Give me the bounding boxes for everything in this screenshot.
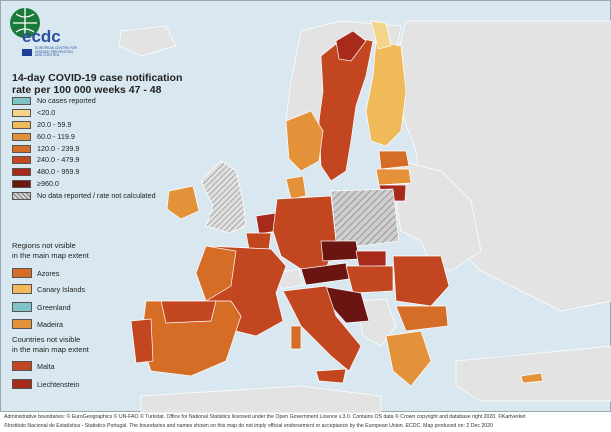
region-finland	[365, 40, 407, 147]
inset-swatch	[12, 268, 32, 278]
inset-swatch	[12, 379, 32, 389]
region-belgium	[245, 232, 272, 250]
land-iceland	[118, 25, 177, 57]
region-spain-north	[160, 300, 217, 324]
countries-heading: Countries not visible in the main map ext…	[12, 335, 89, 354]
region-latvia	[375, 168, 412, 186]
legend-swatch	[12, 120, 31, 129]
region-hungary	[345, 265, 394, 294]
inset-swatch	[12, 284, 32, 294]
ecdc-globe-icon	[10, 8, 40, 38]
legend-swatch-hatched	[12, 192, 31, 201]
inset-swatch	[12, 302, 32, 312]
region-estonia	[378, 150, 410, 170]
map-frame	[0, 0, 611, 413]
inset-swatch	[12, 361, 32, 371]
region-sicily	[315, 368, 347, 384]
region-bulgaria	[395, 305, 449, 332]
attribution-footer: Administrative boundaries: © EuroGeograp…	[4, 414, 526, 429]
ecdc-logo: ecdc EUROPEAN CENTRE FOR DISEASE PREVENTI…	[8, 6, 78, 58]
region-italy	[282, 285, 362, 372]
legend-swatch	[12, 132, 31, 141]
region-slovakia	[355, 250, 387, 268]
regions-heading: Regions not visible in the main map exten…	[12, 241, 89, 260]
eu-flag-icon	[22, 49, 32, 56]
region-denmark	[285, 175, 307, 200]
legend-swatch	[12, 156, 31, 165]
region-france-west	[195, 245, 237, 302]
legend-swatch	[12, 180, 31, 189]
legend-swatch	[12, 144, 31, 153]
region-sardinia	[290, 325, 302, 350]
region-cyprus	[520, 372, 544, 384]
legend-swatch	[12, 108, 31, 117]
region-sweden	[318, 35, 374, 182]
inset-swatch	[12, 319, 32, 329]
ecdc-wordmark: ecdc	[22, 27, 61, 46]
land-north-africa	[140, 385, 382, 413]
region-ireland	[166, 185, 200, 220]
legend-swatch	[12, 168, 31, 177]
region-poland	[330, 188, 400, 247]
map-title: 14-day COVID-19 case notification rate pe…	[12, 72, 183, 96]
region-greece	[385, 330, 432, 387]
region-sweden-north	[335, 30, 367, 62]
region-austria	[300, 262, 350, 286]
region-portugal	[130, 318, 154, 364]
legend-swatch	[12, 97, 31, 105]
region-finland-north	[370, 20, 392, 50]
country-uk	[200, 160, 247, 234]
region-romania	[392, 255, 450, 307]
ecdc-org-name: EUROPEAN CENTRE FOR DISEASE PREVENTION AND…	[35, 46, 78, 58]
land-turkey	[455, 345, 611, 402]
region-czechia	[320, 240, 360, 262]
region-norway-south	[285, 110, 324, 172]
europe-map	[118, 20, 611, 413]
